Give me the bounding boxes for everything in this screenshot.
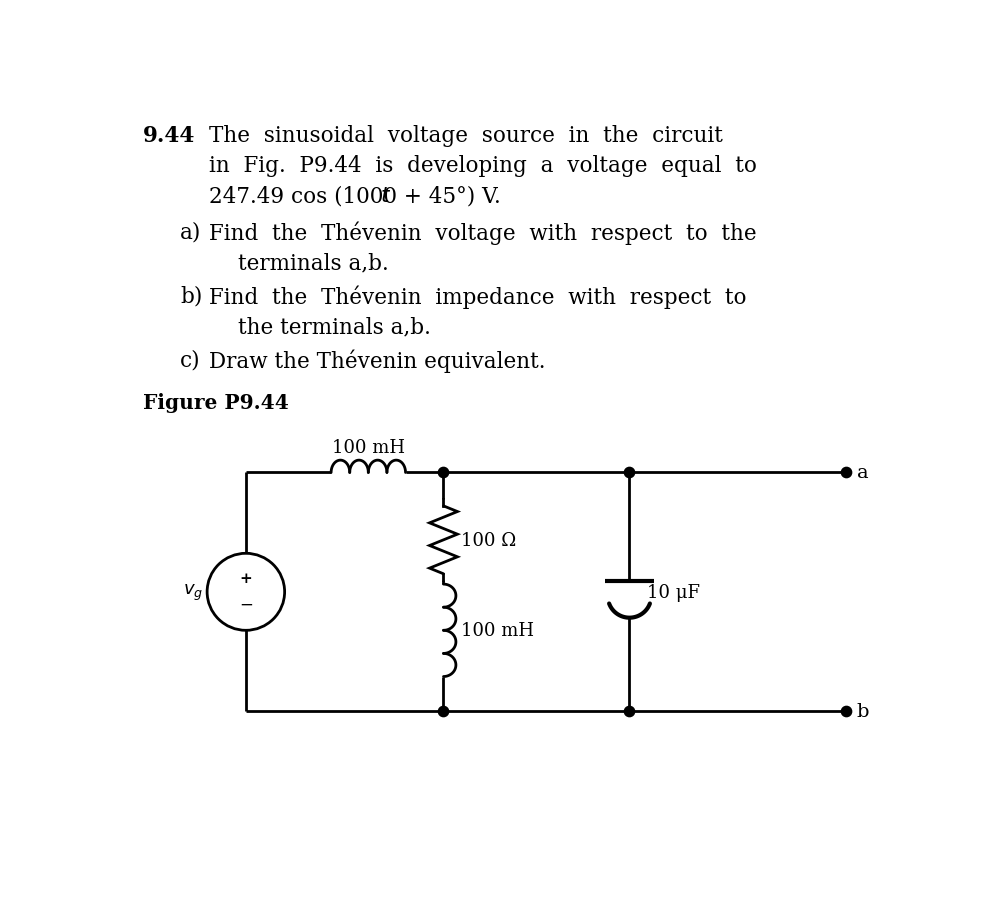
Text: 100 mH: 100 mH	[332, 438, 404, 456]
Point	[838, 704, 854, 719]
Text: a: a	[856, 464, 868, 482]
Text: in  Fig.  P9.44  is  developing  a  voltage  equal  to: in Fig. P9.44 is developing a voltage eq…	[209, 155, 758, 177]
Text: Find  the  Thévenin  impedance  with  respect  to: Find the Thévenin impedance with respect…	[209, 285, 746, 309]
Text: The  sinusoidal  voltage  source  in  the  circuit: The sinusoidal voltage source in the cir…	[209, 126, 723, 147]
Point	[622, 704, 638, 719]
Text: Draw the Thévenin equivalent.: Draw the Thévenin equivalent.	[209, 349, 546, 373]
Point	[436, 466, 452, 480]
Text: a): a)	[180, 221, 201, 244]
Text: Figure P9.44: Figure P9.44	[143, 392, 289, 412]
Text: terminals a,b.: terminals a,b.	[238, 252, 389, 275]
Text: 10 μF: 10 μF	[647, 583, 699, 601]
Text: 100 mH: 100 mH	[461, 621, 533, 639]
Text: + 45°) V.: + 45°) V.	[397, 185, 501, 208]
Text: +: +	[239, 572, 253, 585]
Point	[838, 466, 854, 480]
Text: 247.49 cos (1000: 247.49 cos (1000	[209, 185, 397, 208]
Text: b: b	[856, 703, 869, 721]
Point	[436, 704, 452, 719]
Text: b): b)	[180, 285, 202, 307]
Text: c): c)	[180, 349, 200, 371]
Text: −: −	[239, 596, 253, 613]
Text: Find  the  Thévenin  voltage  with  respect  to  the: Find the Thévenin voltage with respect t…	[209, 221, 758, 245]
Point	[622, 466, 638, 480]
Text: $t$: $t$	[380, 185, 391, 208]
Text: the terminals a,b.: the terminals a,b.	[238, 316, 431, 338]
Text: 9.44: 9.44	[143, 126, 195, 147]
Text: 100 Ω: 100 Ω	[461, 531, 516, 549]
Text: $v_g$: $v_g$	[183, 582, 203, 602]
